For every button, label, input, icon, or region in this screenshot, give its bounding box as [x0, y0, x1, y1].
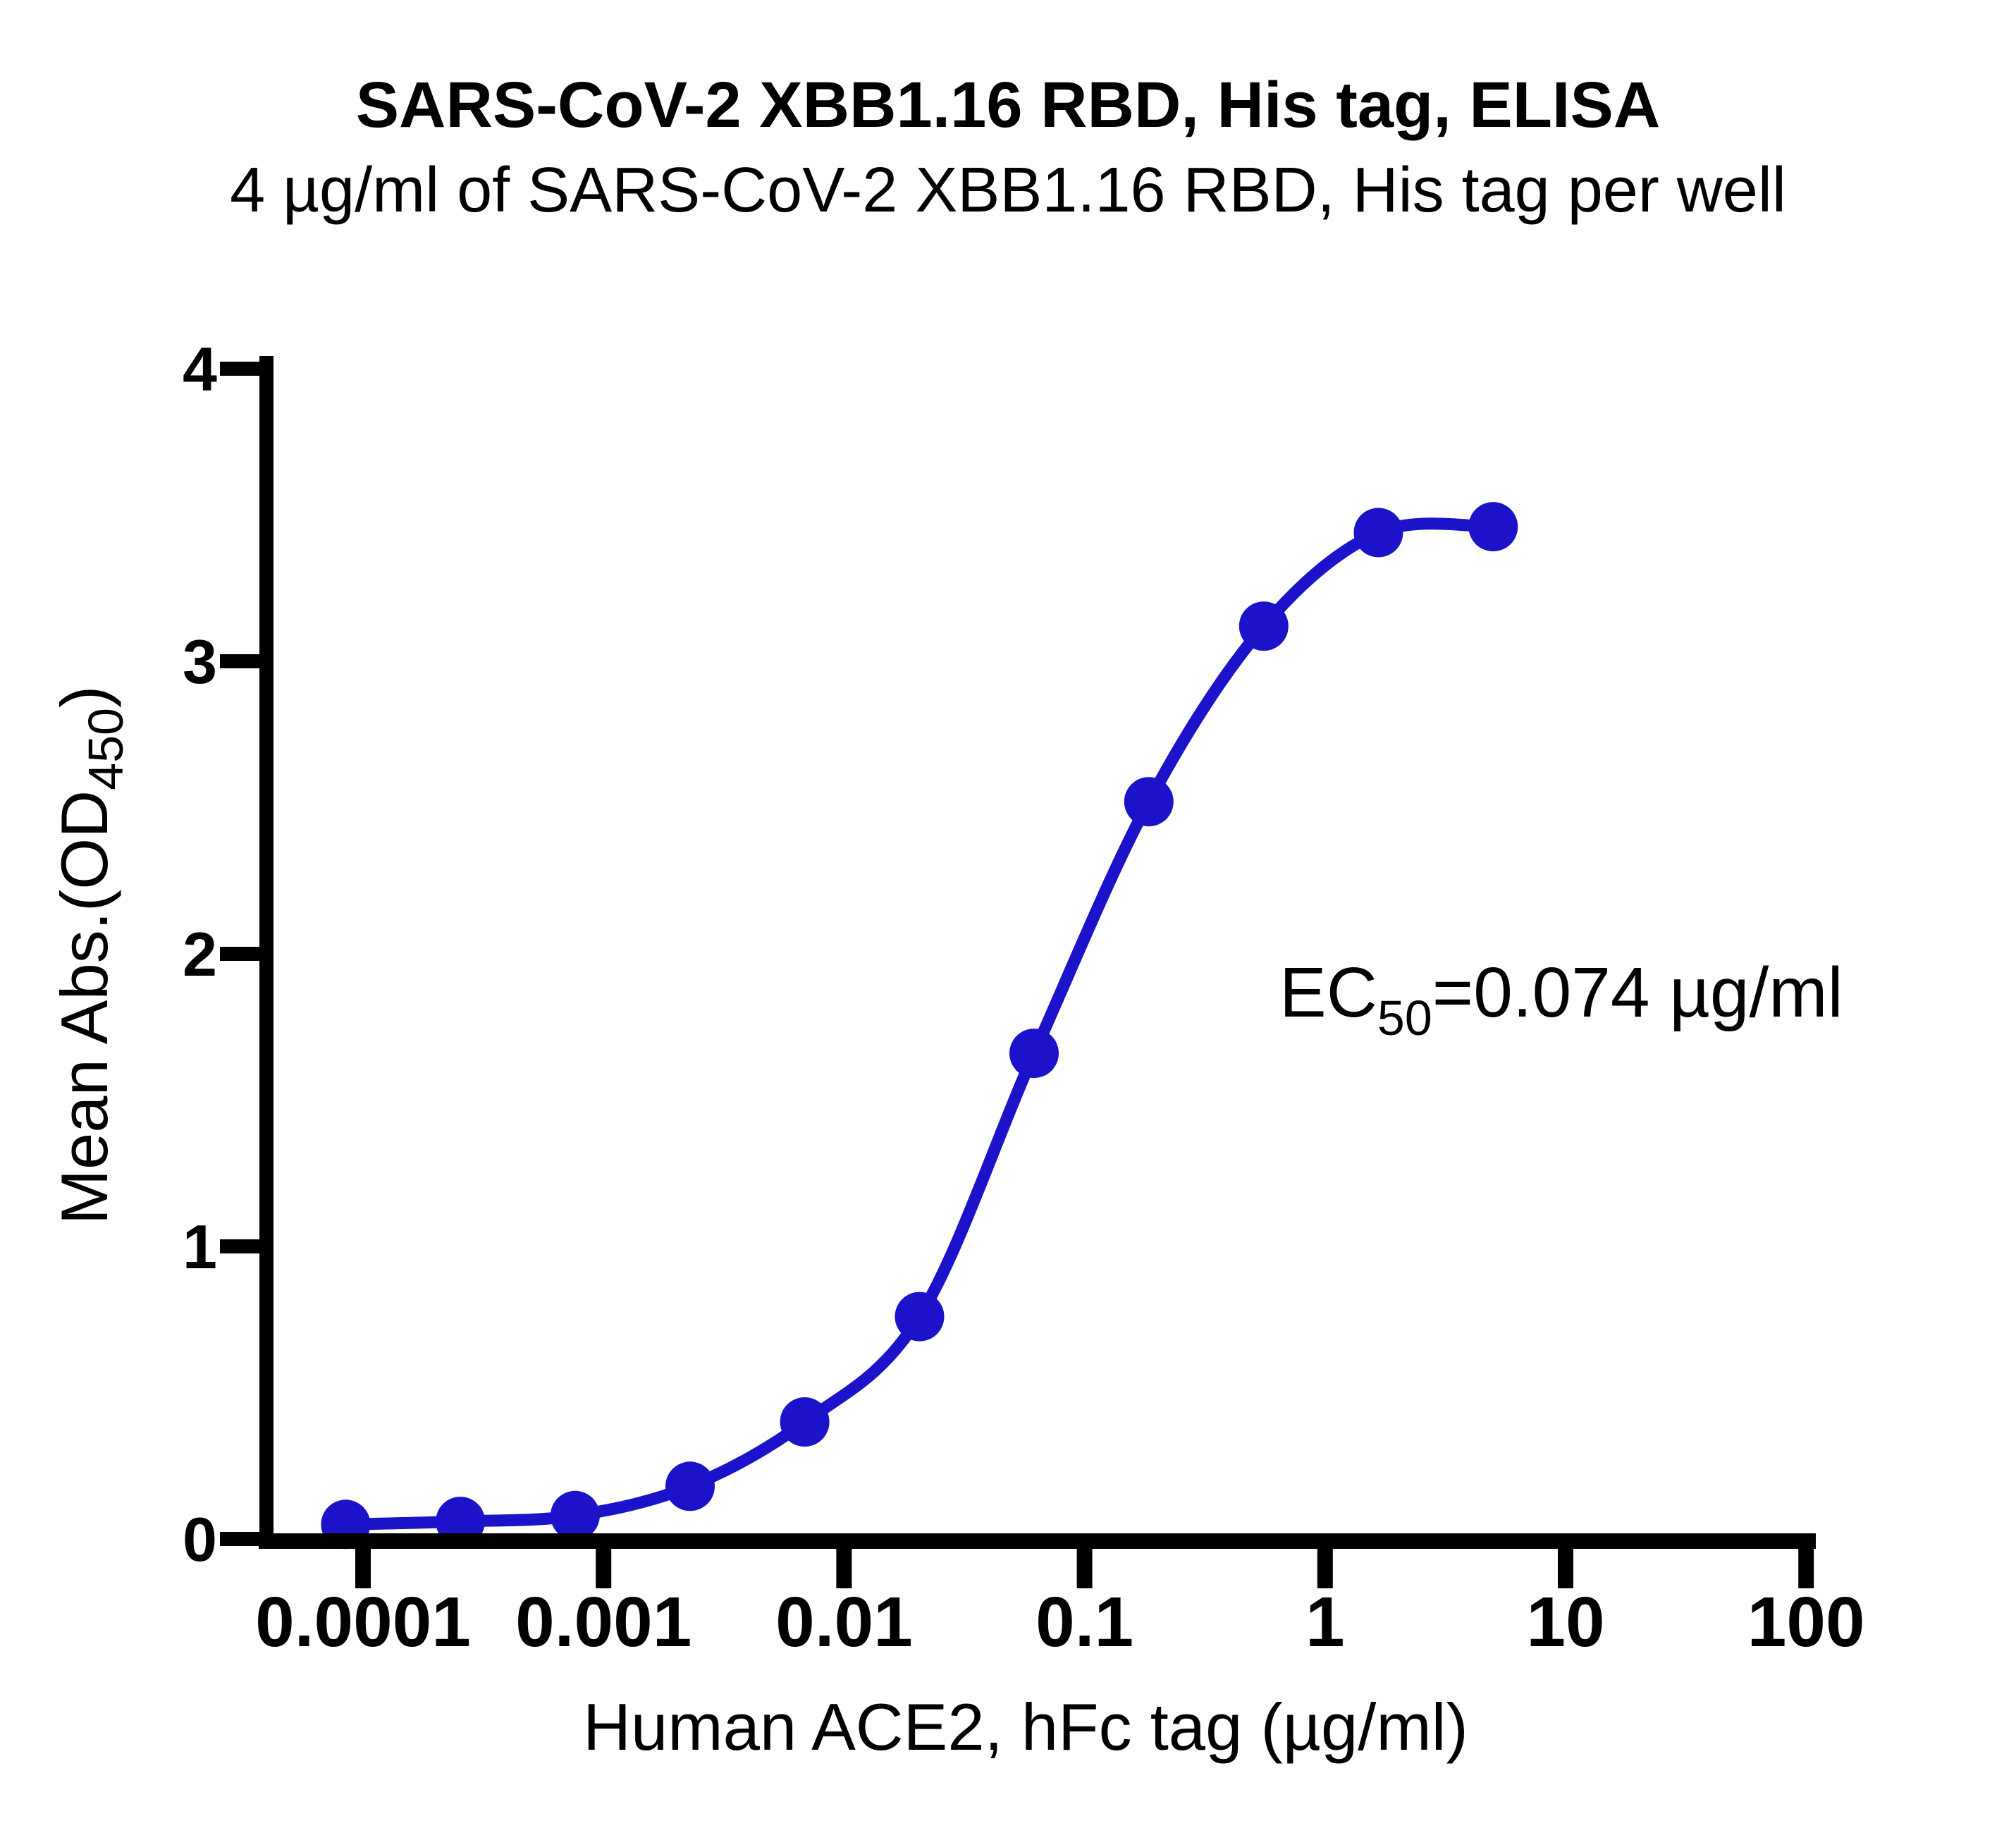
data-point-marker — [1009, 1029, 1059, 1079]
x-tick-label: 0.01 — [775, 1583, 913, 1662]
ec50-value: =0.074 µg/ml — [1432, 953, 1843, 1032]
y-tick-label: 1 — [183, 1212, 217, 1282]
y-tick-label: 4 — [183, 334, 217, 404]
chart-subtitle: 4 µg/ml of SARS-CoV-2 XBB1.16 RBD, His t… — [230, 155, 1786, 226]
ec50-subscript: 50 — [1377, 990, 1432, 1045]
y-tick-label: 2 — [183, 919, 217, 989]
data-point-marker — [1353, 508, 1403, 558]
data-point-marker — [780, 1397, 830, 1447]
data-point-marker — [895, 1292, 945, 1342]
x-axis-title: Human ACE2, hFc tag (µg/ml) — [583, 1690, 1468, 1764]
data-point-marker — [1468, 502, 1518, 552]
x-tick-label: 10 — [1526, 1583, 1604, 1662]
x-tick-label: 100 — [1747, 1583, 1865, 1662]
y-axis-title-close: ) — [47, 686, 121, 708]
x-tick-label: 0.1 — [1035, 1583, 1133, 1662]
ec50-annotation: EC50=0.074 µg/ml — [1279, 953, 1843, 1045]
data-point-marker — [550, 1490, 600, 1540]
data-point-marker — [665, 1461, 715, 1511]
series-layer — [321, 502, 1518, 1550]
x-tick-label: 1 — [1305, 1583, 1345, 1662]
data-point-marker — [1124, 777, 1174, 827]
ec50-prefix: EC — [1279, 953, 1377, 1032]
axes-layer — [220, 356, 1816, 1588]
y-axis-title: Mean Abs.(OD450) — [47, 686, 133, 1225]
y-tick-label: 3 — [183, 627, 217, 697]
y-tick-label: 0 — [183, 1504, 217, 1574]
tick-label-layer: 0.0001 0.001 0.01 0.1 1 10 100 0 1 2 3 4 — [183, 334, 1865, 1662]
data-point-marker — [1239, 601, 1289, 651]
y-axis-title-text: Mean Abs.(OD — [47, 790, 121, 1225]
chart-title: SARS-CoV-2 XBB1.16 RBD, His tag, ELISA — [356, 69, 1661, 141]
y-axis-title-subscript: 450 — [78, 708, 133, 790]
x-tick-label: 0.001 — [515, 1583, 692, 1662]
x-tick-label: 0.0001 — [255, 1583, 471, 1662]
